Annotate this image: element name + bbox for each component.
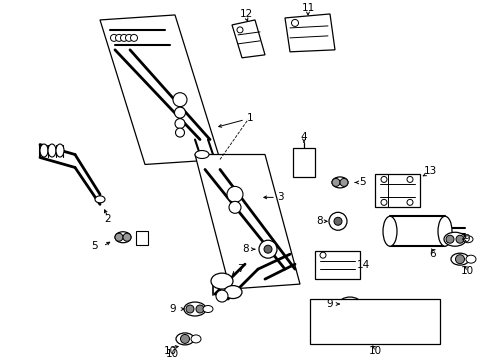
Text: 8: 8 [242,244,249,254]
Ellipse shape [195,150,208,158]
Circle shape [237,27,243,33]
Circle shape [380,176,386,183]
Text: 6: 6 [429,249,435,259]
Bar [309,299,439,344]
Ellipse shape [191,335,201,343]
Polygon shape [100,15,220,165]
Polygon shape [374,175,419,207]
Text: 1: 1 [246,113,253,123]
Circle shape [175,118,184,129]
Text: 3: 3 [276,192,283,202]
Ellipse shape [437,216,451,246]
Ellipse shape [405,315,415,323]
Circle shape [445,235,453,243]
Text: 12: 12 [239,9,252,19]
Circle shape [339,179,347,186]
Bar [136,231,148,245]
Circle shape [196,305,203,313]
Circle shape [125,35,132,41]
Circle shape [130,35,137,41]
Circle shape [115,233,123,241]
Ellipse shape [338,297,360,311]
Ellipse shape [462,236,472,243]
Text: 9: 9 [169,304,176,314]
Text: 5: 5 [358,177,365,188]
Polygon shape [285,14,334,52]
Ellipse shape [48,144,56,157]
Text: 13: 13 [423,166,436,176]
Circle shape [406,176,412,183]
Circle shape [406,199,412,205]
Ellipse shape [56,144,64,157]
Circle shape [340,300,348,308]
Circle shape [340,315,349,324]
Text: 9: 9 [463,234,469,244]
Circle shape [328,212,346,230]
Polygon shape [231,20,264,58]
Text: 14: 14 [356,260,369,270]
Text: 2: 2 [104,214,111,224]
Circle shape [180,334,189,343]
Ellipse shape [210,273,232,289]
Circle shape [110,35,117,41]
Ellipse shape [357,301,367,307]
Text: 10: 10 [163,346,176,356]
Ellipse shape [465,255,475,263]
Circle shape [380,199,386,205]
Ellipse shape [331,177,347,188]
Circle shape [174,107,185,118]
Text: 8: 8 [316,216,323,226]
Ellipse shape [40,144,48,157]
Ellipse shape [224,285,242,298]
Circle shape [259,240,276,258]
Text: 4: 4 [300,131,306,141]
Circle shape [350,300,358,308]
Ellipse shape [382,216,396,246]
Circle shape [454,255,464,264]
Text: 11: 11 [301,3,314,13]
Circle shape [123,233,131,241]
Ellipse shape [183,302,205,316]
Text: 10: 10 [460,266,472,276]
Circle shape [331,179,339,186]
Circle shape [291,19,298,26]
Circle shape [115,35,122,41]
Text: 7: 7 [236,264,243,274]
Circle shape [120,35,127,41]
Circle shape [333,217,341,225]
Ellipse shape [115,232,131,243]
Circle shape [226,186,243,202]
Circle shape [319,252,325,258]
Circle shape [175,128,184,137]
Circle shape [173,93,186,107]
Ellipse shape [176,333,194,345]
Bar [292,148,314,177]
Circle shape [228,201,241,213]
Circle shape [455,235,463,243]
Text: 9: 9 [326,299,333,309]
Ellipse shape [335,313,353,325]
Polygon shape [195,154,299,289]
Circle shape [216,290,227,302]
Ellipse shape [95,196,105,203]
Ellipse shape [450,253,468,265]
Circle shape [395,315,404,324]
Circle shape [185,305,194,313]
Ellipse shape [443,232,465,246]
Ellipse shape [350,315,360,323]
Text: 10: 10 [165,349,178,359]
Circle shape [264,245,271,253]
Text: 5: 5 [92,241,98,251]
Ellipse shape [390,313,408,325]
Polygon shape [314,251,359,279]
Ellipse shape [203,306,213,312]
Text: 10: 10 [367,346,381,356]
